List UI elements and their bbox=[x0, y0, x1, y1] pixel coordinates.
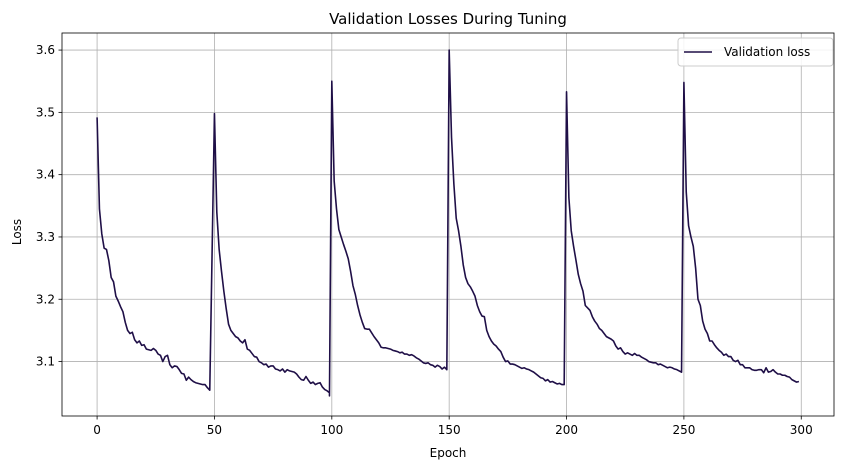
chart-title: Validation Losses During Tuning bbox=[329, 10, 567, 28]
x-tick-label: 0 bbox=[93, 423, 101, 437]
series-group bbox=[96, 49, 800, 397]
y-tick-label: 3.5 bbox=[36, 105, 55, 119]
x-tick-label: 300 bbox=[790, 423, 813, 437]
x-tick-label: 200 bbox=[555, 423, 578, 437]
series-line-validation-loss bbox=[96, 49, 800, 397]
y-tick-label: 3.4 bbox=[36, 168, 55, 182]
y-axis-label: Loss bbox=[10, 219, 24, 245]
y-tick-label: 3.2 bbox=[36, 292, 55, 306]
x-axis-ticks: 0 50 100 150 200 250 300 bbox=[93, 416, 813, 437]
y-axis-ticks: 3.1 3.2 3.3 3.4 3.5 3.6 bbox=[36, 43, 62, 369]
x-tick-label: 250 bbox=[672, 423, 695, 437]
y-tick-label: 3.1 bbox=[36, 355, 55, 369]
x-tick-label: 50 bbox=[207, 423, 222, 437]
y-tick-label: 3.3 bbox=[36, 230, 55, 244]
x-tick-label: 100 bbox=[320, 423, 343, 437]
y-tick-label: 3.6 bbox=[36, 43, 55, 57]
x-tick-label: 150 bbox=[438, 423, 461, 437]
plot-frame bbox=[61, 32, 835, 417]
legend-entry-validation-loss: Validation loss bbox=[724, 45, 810, 59]
x-axis-label: Epoch bbox=[430, 446, 467, 460]
legend-box bbox=[677, 37, 834, 67]
legend: Validation loss bbox=[677, 37, 834, 67]
